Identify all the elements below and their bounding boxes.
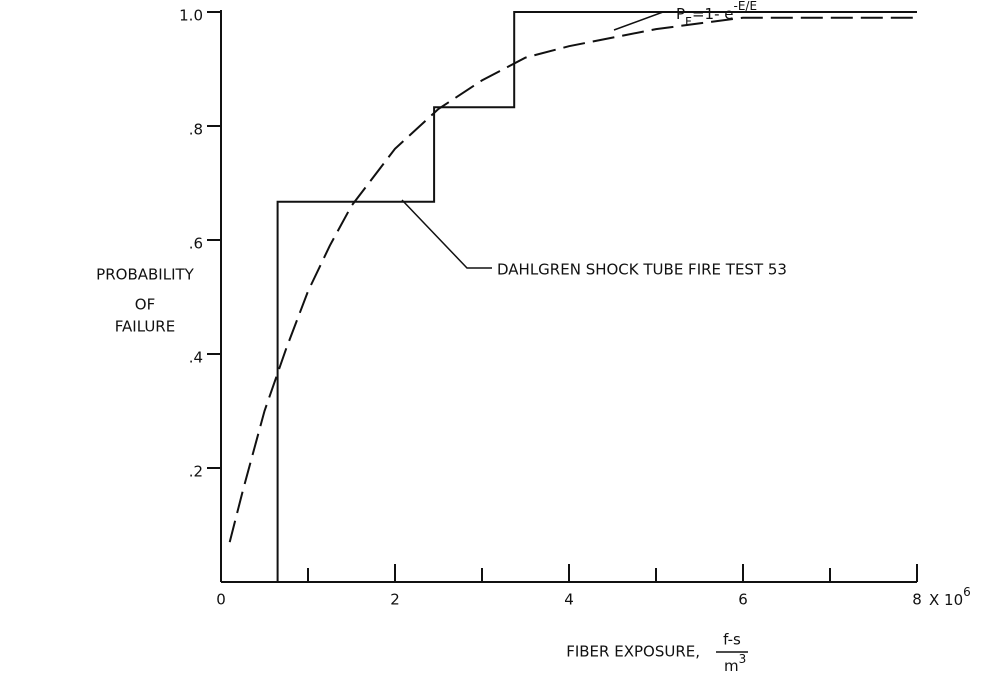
- y-tick-label: .4: [189, 349, 203, 367]
- annotation: DAHLGREN SHOCK TUBE FIRE TEST 53: [497, 261, 787, 279]
- x-scale: X 106: [929, 585, 971, 609]
- x-tick-label: 8: [912, 591, 922, 609]
- x-tick-label: 2: [390, 591, 400, 609]
- x-tick-label: 4: [564, 591, 574, 609]
- x-unit-numerator: f-s: [723, 631, 741, 649]
- y-tick-label: .8: [189, 121, 203, 139]
- annotation-part: =1- e: [692, 5, 734, 23]
- y-tick-label: .6: [189, 235, 203, 253]
- x-label: FIBER EXPOSURE,: [566, 643, 700, 661]
- x-tick-label: 0: [216, 591, 226, 609]
- y-tick-label: 1.0: [179, 7, 203, 25]
- x-scale-exponent: 6: [963, 585, 971, 599]
- x-scale-base: X 10: [929, 591, 963, 609]
- x-tick-label: 6: [738, 591, 748, 609]
- series-line: [221, 11, 917, 583]
- leader-line: [401, 199, 492, 269]
- y-label: OF: [135, 296, 155, 314]
- y-label: PROBABILITY: [96, 266, 194, 284]
- annotation-part: P: [676, 5, 685, 23]
- x-unit-denominator: m3: [724, 652, 746, 675]
- annotation-sup: -E/Ē: [733, 0, 757, 13]
- y-label: FAILURE: [115, 318, 175, 336]
- series-line: [228, 16, 917, 543]
- annotation-sub: F: [685, 15, 692, 29]
- annotation: PF=1- e-E/Ē: [676, 0, 757, 29]
- leader-line: [613, 11, 672, 31]
- y-tick-label: .2: [189, 463, 203, 481]
